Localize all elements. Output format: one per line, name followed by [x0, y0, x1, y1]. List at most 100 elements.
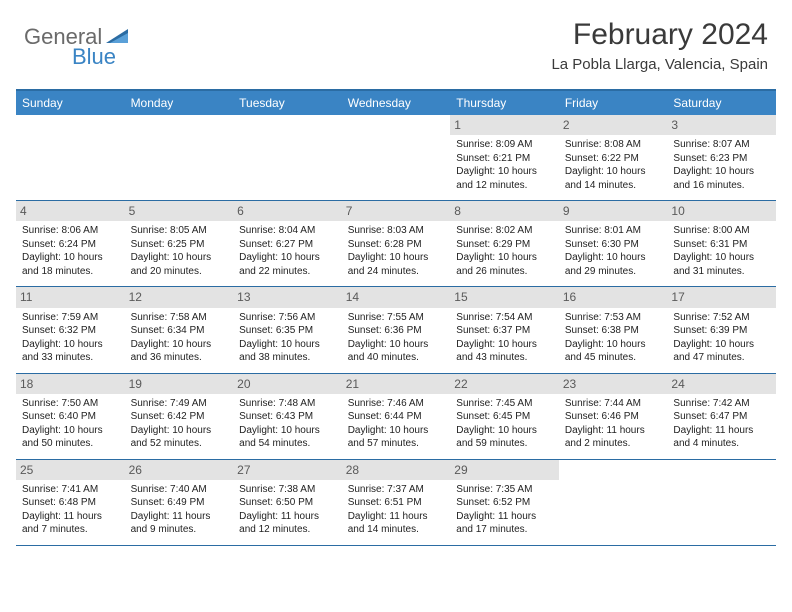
- day-number: 25: [16, 460, 125, 480]
- day-number: 18: [16, 374, 125, 394]
- sunrise-line: Sunrise: 8:02 AM: [456, 224, 553, 238]
- sunset-line: Sunset: 6:32 PM: [22, 324, 119, 338]
- day-number: 8: [450, 201, 559, 221]
- weekday-header: Thursday: [450, 91, 559, 115]
- day-cell: 16Sunrise: 7:53 AMSunset: 6:38 PMDayligh…: [559, 287, 668, 372]
- sunrise-line: Sunrise: 7:52 AM: [673, 311, 770, 325]
- sunset-line: Sunset: 6:28 PM: [348, 238, 445, 252]
- day-cell: 9Sunrise: 8:01 AMSunset: 6:30 PMDaylight…: [559, 201, 668, 286]
- week-row: 25Sunrise: 7:41 AMSunset: 6:48 PMDayligh…: [16, 460, 776, 546]
- daylight-line: Daylight: 11 hours and 7 minutes.: [22, 510, 119, 537]
- weekday-header: Monday: [125, 91, 234, 115]
- daylight-line: Daylight: 10 hours and 54 minutes.: [239, 424, 336, 451]
- sunrise-line: Sunrise: 7:41 AM: [22, 483, 119, 497]
- day-number: 21: [342, 374, 451, 394]
- day-number: 14: [342, 287, 451, 307]
- day-cell: 6Sunrise: 8:04 AMSunset: 6:27 PMDaylight…: [233, 201, 342, 286]
- day-cell: 23Sunrise: 7:44 AMSunset: 6:46 PMDayligh…: [559, 374, 668, 459]
- day-cell: 10Sunrise: 8:00 AMSunset: 6:31 PMDayligh…: [667, 201, 776, 286]
- daylight-line: Daylight: 10 hours and 12 minutes.: [456, 165, 553, 192]
- week-row: 18Sunrise: 7:50 AMSunset: 6:40 PMDayligh…: [16, 374, 776, 460]
- daylight-line: Daylight: 11 hours and 2 minutes.: [565, 424, 662, 451]
- sunset-line: Sunset: 6:38 PM: [565, 324, 662, 338]
- daylight-line: Daylight: 11 hours and 9 minutes.: [131, 510, 228, 537]
- sunset-line: Sunset: 6:52 PM: [456, 496, 553, 510]
- daylight-line: Daylight: 10 hours and 20 minutes.: [131, 251, 228, 278]
- location-label: La Pobla Llarga, Valencia, Spain: [551, 56, 768, 73]
- day-number: 12: [125, 287, 234, 307]
- sunset-line: Sunset: 6:29 PM: [456, 238, 553, 252]
- day-number: 22: [450, 374, 559, 394]
- day-number: 19: [125, 374, 234, 394]
- day-number: 29: [450, 460, 559, 480]
- sunset-line: Sunset: 6:48 PM: [22, 496, 119, 510]
- week-row: 1Sunrise: 8:09 AMSunset: 6:21 PMDaylight…: [16, 115, 776, 201]
- sunset-line: Sunset: 6:22 PM: [565, 152, 662, 166]
- sunrise-line: Sunrise: 8:01 AM: [565, 224, 662, 238]
- empty-cell: [342, 115, 451, 200]
- sunrise-line: Sunrise: 7:42 AM: [673, 397, 770, 411]
- day-number: 7: [342, 201, 451, 221]
- day-number: 16: [559, 287, 668, 307]
- empty-cell: [667, 460, 776, 545]
- sunset-line: Sunset: 6:37 PM: [456, 324, 553, 338]
- day-number: 27: [233, 460, 342, 480]
- sunset-line: Sunset: 6:24 PM: [22, 238, 119, 252]
- sunset-line: Sunset: 6:30 PM: [565, 238, 662, 252]
- day-cell: 22Sunrise: 7:45 AMSunset: 6:45 PMDayligh…: [450, 374, 559, 459]
- week-row: 4Sunrise: 8:06 AMSunset: 6:24 PMDaylight…: [16, 201, 776, 287]
- logo: GeneralBlue: [24, 24, 144, 70]
- day-cell: 18Sunrise: 7:50 AMSunset: 6:40 PMDayligh…: [16, 374, 125, 459]
- logo-text-blue: Blue: [72, 44, 144, 70]
- sunset-line: Sunset: 6:35 PM: [239, 324, 336, 338]
- day-number: 24: [667, 374, 776, 394]
- day-cell: 17Sunrise: 7:52 AMSunset: 6:39 PMDayligh…: [667, 287, 776, 372]
- sunrise-line: Sunrise: 8:03 AM: [348, 224, 445, 238]
- day-cell: 20Sunrise: 7:48 AMSunset: 6:43 PMDayligh…: [233, 374, 342, 459]
- sunset-line: Sunset: 6:36 PM: [348, 324, 445, 338]
- day-cell: 15Sunrise: 7:54 AMSunset: 6:37 PMDayligh…: [450, 287, 559, 372]
- day-number: 28: [342, 460, 451, 480]
- day-number: 3: [667, 115, 776, 135]
- day-number: 20: [233, 374, 342, 394]
- sunset-line: Sunset: 6:45 PM: [456, 410, 553, 424]
- daylight-line: Daylight: 11 hours and 14 minutes.: [348, 510, 445, 537]
- day-cell: 8 Sunrise: 8:02 AMSunset: 6:29 PMDaylight…: [450, 201, 559, 286]
- day-cell: 12Sunrise: 7:58 AMSunset: 6:34 PMDayligh…: [125, 287, 234, 372]
- empty-cell: [16, 115, 125, 200]
- empty-cell: [559, 460, 668, 545]
- weekday-header: Wednesday: [342, 91, 451, 115]
- sunset-line: Sunset: 6:23 PM: [673, 152, 770, 166]
- day-number: 10: [667, 201, 776, 221]
- sunset-line: Sunset: 6:27 PM: [239, 238, 336, 252]
- day-cell: 1Sunrise: 8:09 AMSunset: 6:21 PMDaylight…: [450, 115, 559, 200]
- daylight-line: Daylight: 10 hours and 40 minutes.: [348, 338, 445, 365]
- weekday-header-row: SundayMondayTuesdayWednesdayThursdayFrid…: [16, 91, 776, 115]
- daylight-line: Daylight: 10 hours and 26 minutes.: [456, 251, 553, 278]
- sunrise-line: Sunrise: 7:37 AM: [348, 483, 445, 497]
- sunrise-line: Sunrise: 8:07 AM: [673, 138, 770, 152]
- daylight-line: Daylight: 10 hours and 33 minutes.: [22, 338, 119, 365]
- day-cell: 24Sunrise: 7:42 AMSunset: 6:47 PMDayligh…: [667, 374, 776, 459]
- day-number: 15: [450, 287, 559, 307]
- day-number: 23: [559, 374, 668, 394]
- daylight-line: Daylight: 10 hours and 14 minutes.: [565, 165, 662, 192]
- sunrise-line: Sunrise: 7:59 AM: [22, 311, 119, 325]
- week-row: 11Sunrise: 7:59 AMSunset: 6:32 PMDayligh…: [16, 287, 776, 373]
- day-cell: 19Sunrise: 7:49 AMSunset: 6:42 PMDayligh…: [125, 374, 234, 459]
- day-cell: 2Sunrise: 8:08 AMSunset: 6:22 PMDaylight…: [559, 115, 668, 200]
- daylight-line: Daylight: 10 hours and 52 minutes.: [131, 424, 228, 451]
- day-number: 26: [125, 460, 234, 480]
- daylight-line: Daylight: 10 hours and 38 minutes.: [239, 338, 336, 365]
- weekday-header: Tuesday: [233, 91, 342, 115]
- sunset-line: Sunset: 6:21 PM: [456, 152, 553, 166]
- day-number: 11: [16, 287, 125, 307]
- sunrise-line: Sunrise: 7:48 AM: [239, 397, 336, 411]
- day-cell: 3Sunrise: 8:07 AMSunset: 6:23 PMDaylight…: [667, 115, 776, 200]
- header: GeneralBlue February 2024 La Pobla Llarg…: [0, 0, 792, 83]
- sunrise-line: Sunrise: 8:09 AM: [456, 138, 553, 152]
- day-number: 9: [559, 201, 668, 221]
- sunset-line: Sunset: 6:34 PM: [131, 324, 228, 338]
- sunrise-line: Sunrise: 8:08 AM: [565, 138, 662, 152]
- daylight-line: Daylight: 10 hours and 57 minutes.: [348, 424, 445, 451]
